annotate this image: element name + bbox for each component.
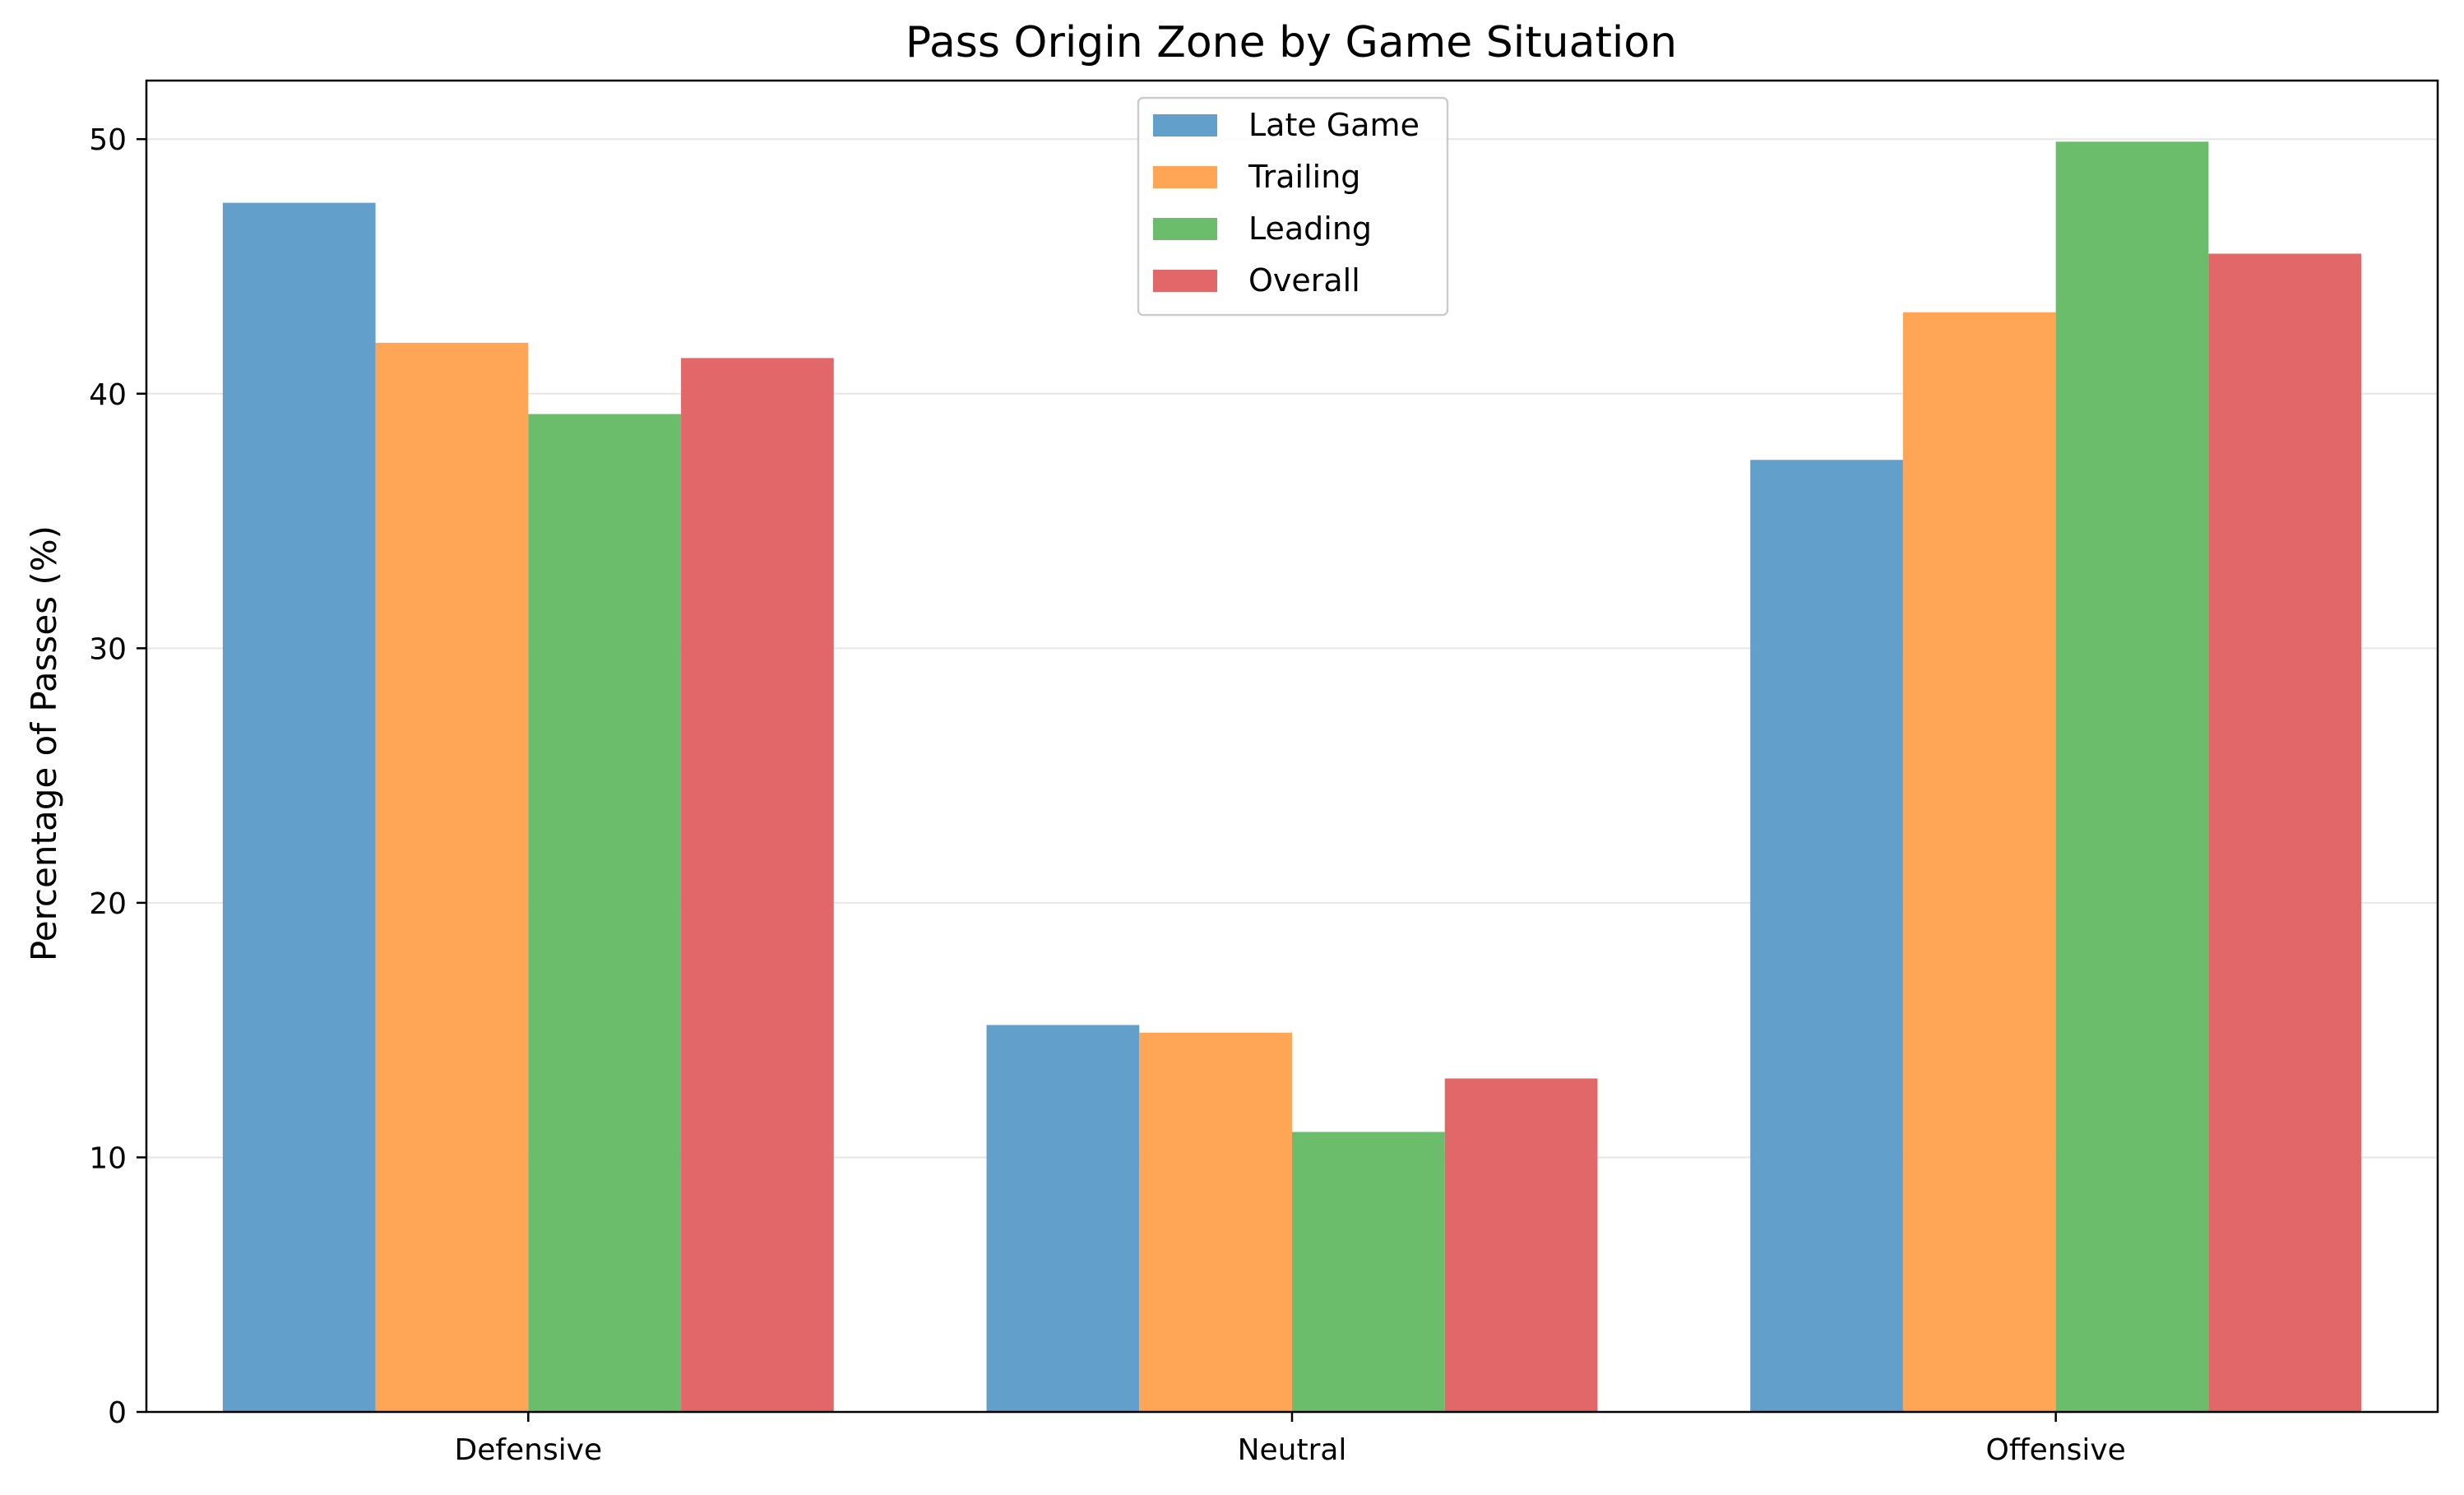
bars: [222, 141, 2362, 1413]
legend-label-overall: Overall: [1248, 262, 1360, 299]
bar-late-game-defensive: [222, 202, 376, 1413]
y-tick-label: 20: [89, 887, 127, 921]
bar-trailing-offensive: [1902, 312, 2056, 1412]
bar-trailing-neutral: [1139, 1032, 1292, 1412]
bar-overall-neutral: [1444, 1078, 1598, 1412]
legend-swatch-late-game: [1153, 114, 1217, 137]
legend-label-leading: Leading: [1248, 211, 1372, 247]
y-tick-label: 30: [89, 632, 127, 666]
x-tick-label: Neutral: [1238, 1433, 1347, 1467]
bar-leading-neutral: [1292, 1132, 1445, 1412]
chart-title: Pass Origin Zone by Game Situation: [905, 18, 1677, 67]
legend: Late Game Trailing Leading Overall: [1137, 96, 1449, 317]
x-tick-label: Offensive: [1986, 1433, 2126, 1467]
legend-swatch-leading: [1153, 218, 1217, 240]
bar-leading-offensive: [2055, 141, 2209, 1413]
bar-trailing-defensive: [375, 342, 529, 1412]
x-tick-label: Defensive: [454, 1433, 602, 1467]
y-tick-label: 40: [89, 378, 127, 412]
y-tick-label: 10: [89, 1141, 127, 1175]
legend-swatch-trailing: [1153, 166, 1217, 188]
y-axis-label: Percentage of Passes (%): [24, 525, 64, 961]
legend-label-trailing: Trailing: [1248, 159, 1360, 195]
y-tick-label: 0: [108, 1396, 127, 1430]
legend-swatch-overall: [1153, 270, 1217, 292]
x-axis-ticks: Defensive Neutral Offensive: [454, 1412, 2126, 1467]
bar-late-game-neutral: [986, 1025, 1140, 1412]
y-axis-ticks: 0 10 20 30 40 50: [89, 123, 146, 1430]
bar-late-game-offensive: [1750, 460, 1903, 1412]
bar-overall-defensive: [681, 358, 834, 1412]
bar-leading-defensive: [528, 414, 682, 1412]
legend-box: [1137, 96, 1449, 317]
y-tick-label: 50: [89, 123, 127, 157]
bar-overall-offensive: [2208, 253, 2362, 1412]
legend-label-late-game: Late Game: [1248, 107, 1420, 143]
